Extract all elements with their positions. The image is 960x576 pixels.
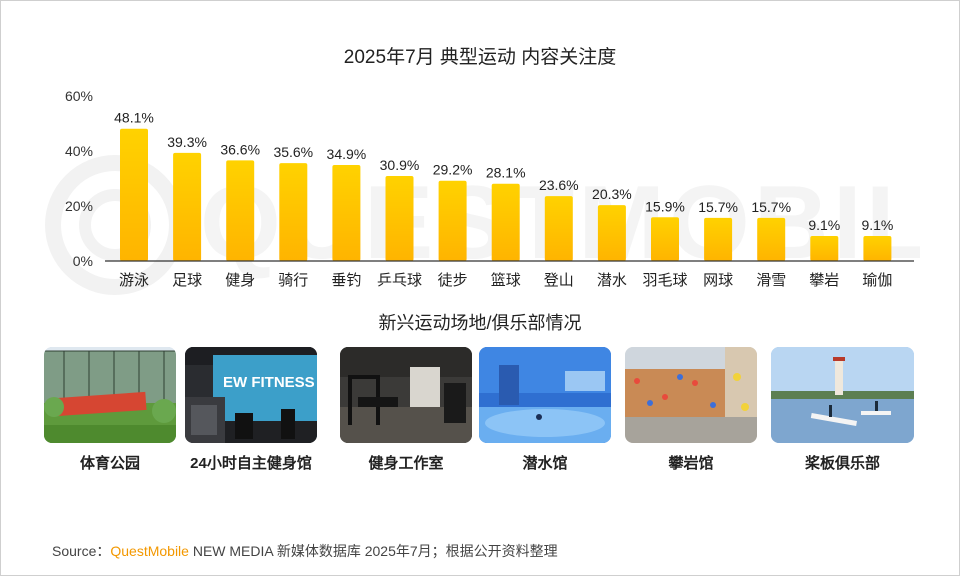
diving-pool-photo — [479, 347, 611, 443]
x-tick-label: 网球 — [703, 272, 733, 289]
climbing-gym-photo — [625, 347, 757, 443]
data-label: 28.1% — [486, 165, 526, 181]
bar-9 — [544, 196, 573, 261]
source-note: Source：QuestMobile NEW MEDIA 新媒体数据库 2025… — [52, 541, 558, 561]
bar-7 — [438, 180, 467, 261]
x-tick-label: 滑雪 — [756, 272, 786, 289]
x-tick-label: 篮球 — [491, 271, 521, 289]
venue-card-fitness-studio: 健身工作室 — [340, 347, 472, 473]
x-tick-label: 健身 — [225, 272, 255, 289]
data-label: 20.3% — [592, 186, 632, 202]
x-tick-label: 游泳 — [119, 272, 149, 289]
x-tick-label: 潜水 — [597, 272, 627, 289]
data-label: 23.6% — [539, 177, 579, 193]
venue-label: 桨板俱乐部 — [804, 455, 880, 472]
fitness-studio-photo — [340, 347, 472, 443]
y-tick-label: 0% — [73, 253, 93, 269]
bar-5 — [332, 165, 361, 261]
data-label: 30.9% — [380, 157, 420, 173]
data-label: 35.6% — [273, 144, 313, 160]
x-tick-label: 徒步 — [438, 272, 468, 289]
sports-park-photo — [44, 347, 176, 443]
data-label: 29.2% — [433, 162, 473, 178]
bar-6 — [385, 176, 414, 261]
data-label: 39.3% — [167, 134, 207, 150]
paddleboard-photo — [771, 347, 914, 443]
venue-label: 健身工作室 — [368, 455, 444, 472]
data-label: 36.6% — [220, 141, 260, 157]
bar-15 — [863, 235, 892, 261]
x-tick-label: 登山 — [544, 272, 574, 289]
data-label: 34.9% — [327, 146, 367, 162]
venue-card-climbing: 攀岩馆 — [625, 347, 757, 473]
source-brand: QuestMobile — [110, 543, 189, 559]
venue-card-paddleboard: 桨板俱乐部 — [771, 347, 914, 473]
venue-card-diving: 潜水馆 — [479, 347, 611, 473]
bar-4 — [279, 163, 308, 261]
data-label: 15.9% — [645, 198, 685, 214]
data-label: 9.1% — [861, 217, 893, 233]
venue-label: 攀岩馆 — [668, 455, 714, 472]
x-tick-label: 羽毛球 — [642, 272, 687, 289]
bar-10 — [597, 205, 626, 261]
y-tick-label: 40% — [65, 143, 93, 159]
venue-label: 体育公园 — [79, 455, 140, 472]
venues-section-title: 新兴运动场地/俱乐部情况 — [378, 313, 582, 333]
bar-2 — [173, 152, 202, 261]
bar-13 — [757, 217, 786, 261]
bar-14 — [810, 235, 839, 261]
data-label: 48.1% — [114, 110, 154, 126]
y-tick-label: 20% — [65, 198, 93, 214]
venue-label: 24小时自主健身馆 — [190, 455, 312, 472]
source-rest: NEW MEDIA 新媒体数据库 2025年7月；根据公开资料整理 — [188, 543, 558, 559]
bar-chart: 0% 20% 40% 60% 48.1% 游泳 39.3% 足球 36.6% 健身 35.6% 骑行… — [65, 88, 914, 289]
bar-8 — [491, 183, 520, 261]
bar-12 — [704, 217, 733, 261]
venue-label: 潜水馆 — [522, 455, 568, 472]
bar-1 — [120, 128, 148, 261]
24h-gym-photo: EW FITNESS — [185, 347, 317, 443]
x-tick-label: 骑行 — [278, 272, 308, 289]
data-label: 15.7% — [751, 199, 791, 215]
venue-card-sports-park: 体育公园 — [44, 347, 176, 473]
x-tick-label: 乒乓球 — [377, 272, 422, 289]
bar-11 — [651, 217, 679, 261]
x-tick-label: 足球 — [172, 272, 202, 289]
y-tick-label: 60% — [65, 88, 93, 104]
bar-3 — [226, 160, 255, 261]
data-label: 15.7% — [698, 199, 738, 215]
source-prefix: Source： — [52, 543, 111, 559]
x-tick-label: 瑜伽 — [862, 272, 892, 289]
venue-card-24h-gym: EW FITNESS 24小时自主健身馆 — [185, 347, 317, 473]
data-label: 9.1% — [808, 217, 840, 233]
x-tick-label: 垂钓 — [331, 272, 361, 289]
chart-title: 2025年7月 典型运动 内容关注度 — [343, 47, 617, 68]
x-tick-label: 攀岩 — [809, 272, 839, 289]
svg-text:EW FITNESS: EW FITNESS — [223, 374, 315, 391]
